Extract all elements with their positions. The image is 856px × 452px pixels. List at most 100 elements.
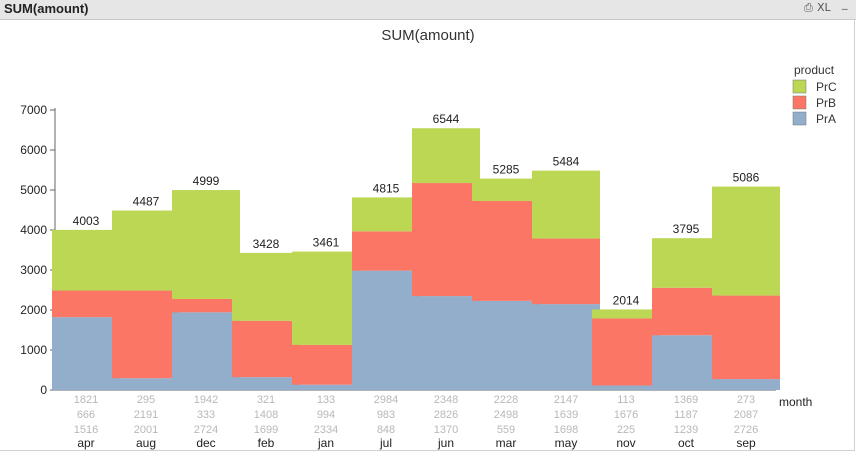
x-tick-label: sep (736, 436, 756, 450)
value-label-PrC: 1699 (254, 424, 278, 436)
excel-export-icon[interactable]: XL (817, 1, 831, 14)
bar-PrA-nov (592, 385, 660, 390)
legend-title: product (794, 63, 835, 77)
value-label-PrA: 1821 (74, 394, 98, 406)
bar-PrB-jun (412, 183, 480, 297)
value-label-PrC: 1370 (434, 424, 458, 436)
bar-PrC-mar (472, 178, 540, 201)
value-label-PrA: 273 (737, 394, 755, 406)
value-label-PrB: 1676 (614, 409, 638, 421)
x-tick-label: may (555, 436, 578, 450)
x-tick-label: oct (678, 436, 695, 450)
bar-PrB-oct (652, 287, 720, 336)
y-tick-label: 5000 (20, 183, 47, 197)
value-label-PrC: 848 (377, 424, 395, 436)
value-label-PrB: 666 (77, 409, 95, 421)
bar-PrC-may (532, 170, 600, 239)
bar-total-label: 5484 (553, 155, 580, 169)
bar-PrB-mar (472, 200, 540, 301)
bar-total-label: 5285 (493, 163, 520, 177)
value-label-PrB: 333 (197, 409, 215, 421)
legend-label-PrA: PrA (816, 112, 836, 126)
bar-total-label: 4815 (373, 181, 400, 195)
bar-PrB-jan (292, 344, 360, 385)
value-label-PrA: 295 (137, 394, 155, 406)
legend-swatch-PrA (792, 111, 807, 126)
value-label-PrC: 2001 (134, 424, 158, 436)
chart-title: SUM(amount) (381, 27, 474, 44)
y-tick-label: 4000 (20, 223, 47, 237)
x-tick-label: jan (317, 436, 334, 450)
y-tick-label: 3000 (20, 263, 47, 277)
y-tick-label: 1000 (20, 343, 47, 357)
legend-label-PrC: PrC (816, 80, 837, 94)
bar-PrA-dec (172, 312, 240, 390)
value-label-PrC: 225 (617, 424, 635, 436)
value-label-PrB: 983 (377, 409, 395, 421)
x-tick-label: apr (77, 436, 94, 450)
bar-total-label: 4999 (193, 174, 220, 188)
bar-total-label: 3461 (313, 236, 340, 250)
minimize-icon[interactable]: _ (842, 0, 848, 10)
bar-PrC-jul (352, 197, 420, 232)
bars-group: 4003 4487 4999 3428 3461 4815 6544 5285 5484 2014… (52, 112, 780, 390)
bar-PrA-jan (292, 384, 360, 390)
bar-PrB-jul (352, 231, 420, 271)
bar-PrC-jan (292, 251, 360, 345)
bar-total-label: 3795 (673, 222, 700, 236)
bar-PrB-may (532, 238, 600, 305)
x-tick-label: feb (258, 436, 275, 450)
bar-total-label: 2014 (613, 293, 640, 307)
value-label-PrA: 2984 (374, 394, 398, 406)
value-label-PrB: 994 (317, 409, 335, 421)
value-label-PrB: 1187 (674, 409, 698, 421)
bar-PrC-nov (592, 309, 660, 319)
bar-PrA-sep (712, 379, 780, 390)
bar-PrB-dec (172, 299, 240, 313)
value-label-PrB: 1639 (554, 409, 578, 421)
bar-total-label: 3428 (253, 237, 280, 251)
bar-PrA-feb (232, 377, 300, 390)
stacked-bar-chart: SUM(amount) 0 1000 2000 3000 4000 5000 6000 700… (20, 27, 837, 450)
bar-PrB-nov (592, 318, 660, 386)
bar-total-label: 5086 (733, 171, 760, 185)
legend[interactable]: product PrC PrB PrA (792, 63, 837, 126)
y-tick-label: 7000 (20, 103, 47, 117)
value-label-PrB: 2498 (494, 409, 518, 421)
bar-PrA-mar (472, 300, 540, 390)
x-axis-title: month (779, 395, 812, 409)
legend-label-PrB: PrB (816, 96, 836, 110)
bar-PrB-sep (712, 295, 780, 380)
bar-PrC-feb (232, 252, 300, 321)
window-title: SUM(amount) (4, 1, 89, 16)
x-tick-label: dec (196, 436, 215, 450)
window-titlebar[interactable]: SUM(amount) ⎙ XL _ (0, 0, 856, 20)
print-icon[interactable]: ⎙ (804, 1, 813, 14)
value-label-PrA: 113 (617, 394, 635, 406)
value-label-PrB: 2826 (434, 409, 458, 421)
x-tick-label: nov (616, 436, 635, 450)
value-label-PrC: 1698 (554, 424, 578, 436)
bar-PrB-apr (52, 290, 120, 318)
bar-PrA-apr (52, 317, 120, 390)
bar-PrC-jun (412, 128, 480, 184)
value-label-PrB: 2191 (134, 409, 158, 421)
value-label-PrA: 1369 (674, 394, 698, 406)
bar-PrA-oct (652, 335, 720, 390)
x-tick-label: jun (437, 436, 454, 450)
x-tick-label: mar (496, 436, 517, 450)
value-label-PrA: 321 (257, 394, 275, 406)
value-label-PrB: 2087 (734, 409, 758, 421)
value-label-PrC: 1516 (74, 424, 98, 436)
bar-PrA-jun (412, 296, 480, 390)
bar-PrC-dec (172, 190, 240, 299)
value-label-PrC: 1239 (674, 424, 698, 436)
value-label-PrC: 2726 (734, 424, 758, 436)
value-label-PrB: 1408 (254, 409, 278, 421)
y-tick-label: 6000 (20, 143, 47, 157)
value-label-PrC: 2334 (314, 424, 338, 436)
value-label-PrC: 559 (497, 424, 515, 436)
bar-PrA-may (532, 304, 600, 390)
bar-PrC-aug (112, 210, 180, 291)
x-tick-label: jul (379, 436, 392, 450)
